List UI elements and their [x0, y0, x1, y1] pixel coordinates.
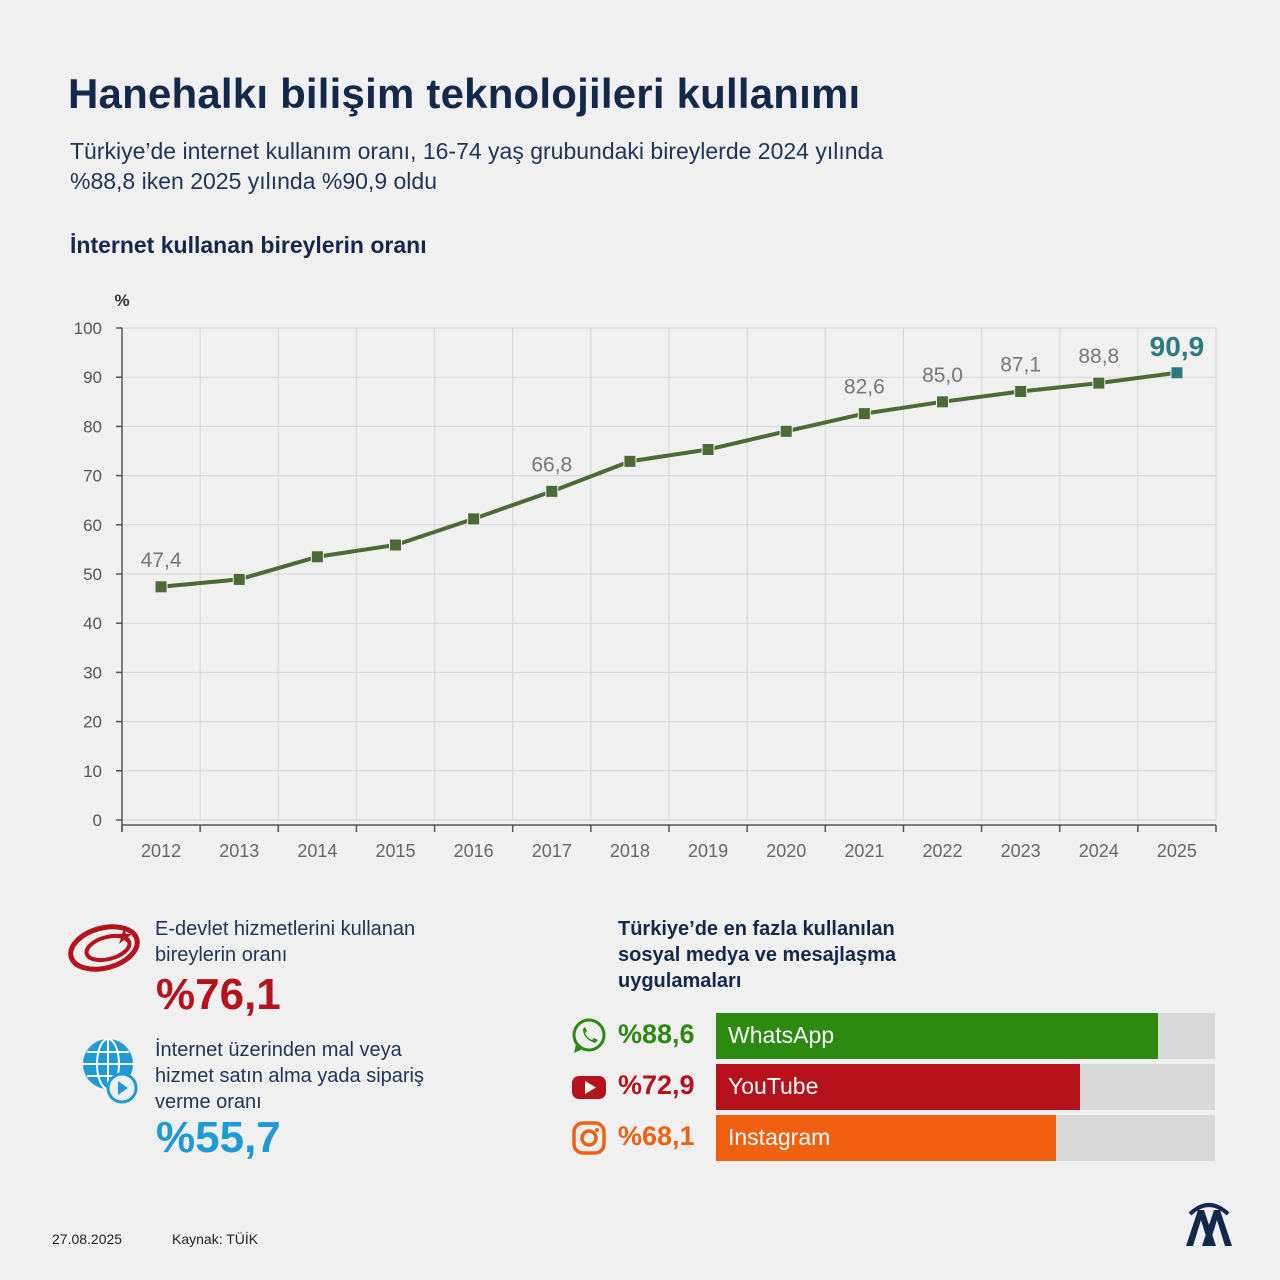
chart-title: İnternet kullanan bireylerin oranı — [70, 232, 427, 258]
apps-title: Türkiye’de en fazla kullanılan sosyal me… — [618, 918, 896, 992]
page-title: Hanehalkı bilişim teknolojileri kullanım… — [68, 70, 861, 117]
data-label: 85,0 — [922, 364, 963, 387]
data-label: 87,1 — [1000, 353, 1041, 376]
app-bar-track: Instagram — [716, 1115, 1215, 1161]
data-point — [1170, 366, 1184, 380]
globe-shopping-icon — [83, 1038, 138, 1104]
youtube-icon — [572, 1076, 606, 1099]
app-name: WhatsApp — [728, 1022, 835, 1048]
data-label: 47,4 — [141, 549, 182, 572]
y-tick-label: 40 — [83, 614, 102, 633]
x-tick-label: 2013 — [219, 841, 259, 861]
y-tick-label: 80 — [83, 417, 102, 436]
instagram-icon — [572, 1121, 606, 1155]
shopping-label: İnternet üzerinden mal veya hizmet satın… — [155, 1039, 425, 1113]
edevlet-label: E-devlet hizmetlerini kullanan bireyleri… — [155, 918, 416, 966]
y-tick-label: 100 — [74, 319, 102, 338]
y-axis-unit-label: % — [114, 291, 129, 310]
series-line — [160, 370, 1178, 589]
data-label: 66,8 — [531, 453, 572, 476]
data-point — [1092, 376, 1106, 390]
x-tick-label: 2012 — [141, 841, 181, 861]
app-bar-fill: Instagram — [716, 1115, 1056, 1161]
x-tick-label: 2018 — [610, 841, 650, 861]
data-point — [623, 454, 637, 468]
data-point — [389, 538, 402, 552]
app-name: Instagram — [728, 1124, 831, 1150]
y-tick-label: 60 — [83, 516, 102, 535]
x-tick-label: 2014 — [297, 841, 337, 861]
x-tick-label: 2021 — [844, 841, 884, 861]
data-label: 82,6 — [844, 376, 885, 399]
data-label: 90,9 — [1150, 331, 1205, 362]
app-pct: %72,9 — [618, 1070, 695, 1100]
data-point — [232, 572, 246, 586]
data-point — [701, 443, 715, 457]
data-point — [545, 484, 559, 498]
data-point — [310, 550, 324, 564]
app-pct: %68,1 — [618, 1121, 695, 1151]
x-tick-label: 2025 — [1157, 841, 1197, 861]
x-tick-label: 2016 — [454, 841, 494, 861]
app-bar-track: YouTube — [716, 1064, 1215, 1110]
app-name: YouTube — [728, 1073, 819, 1099]
app-bar-fill: YouTube — [716, 1064, 1080, 1110]
data-label: 88,8 — [1078, 345, 1119, 368]
app-row-whatsapp: %88,6 WhatsApp — [566, 1013, 1216, 1059]
aa-logo-icon — [1186, 1203, 1232, 1246]
whatsapp-icon — [572, 1018, 606, 1053]
app-pct: %88,6 — [618, 1019, 695, 1049]
y-tick-label: 50 — [83, 565, 102, 584]
y-tick-label: 70 — [83, 467, 102, 486]
app-bar-fill: WhatsApp — [716, 1013, 1159, 1059]
y-tick-label: 0 — [93, 811, 102, 830]
x-tick-label: 2022 — [922, 841, 962, 861]
x-tick-label: 2017 — [532, 841, 572, 861]
x-tick-label: 2019 — [688, 841, 728, 861]
y-tick-label: 90 — [83, 368, 102, 387]
x-tick-label: 2023 — [1001, 841, 1041, 861]
data-point — [779, 424, 793, 438]
footer-source: Kaynak: TÜİK — [172, 1231, 259, 1247]
app-bar-track: WhatsApp — [716, 1013, 1215, 1059]
line-chart: 0 10 20 30 40 50 60 70 80 90 100% 2012 2013 2014 2015 2… — [74, 291, 1217, 861]
data-point — [1014, 384, 1028, 398]
data-point — [467, 512, 481, 526]
shopping-value: %55,7 — [156, 1113, 281, 1162]
x-tick-label: 2024 — [1079, 841, 1119, 861]
edevlet-value: %76,1 — [156, 970, 281, 1019]
y-tick-label: 30 — [83, 663, 102, 682]
y-tick-label: 20 — [83, 713, 102, 732]
footer-date: 27.08.2025 — [52, 1231, 123, 1247]
page-subtitle: Türkiye’de internet kullanım oranı, 16-7… — [70, 138, 884, 194]
x-tick-label: 2015 — [375, 841, 415, 861]
app-row-youtube: %72,9 YouTube — [566, 1064, 1216, 1110]
x-tick-label: 2020 — [766, 841, 806, 861]
data-point — [936, 395, 949, 409]
data-point — [857, 407, 871, 421]
e-devlet-logo-icon — [68, 924, 140, 972]
y-tick-label: 10 — [83, 762, 102, 781]
data-point — [154, 580, 168, 594]
app-row-instagram: %68,1 Instagram — [566, 1115, 1216, 1161]
